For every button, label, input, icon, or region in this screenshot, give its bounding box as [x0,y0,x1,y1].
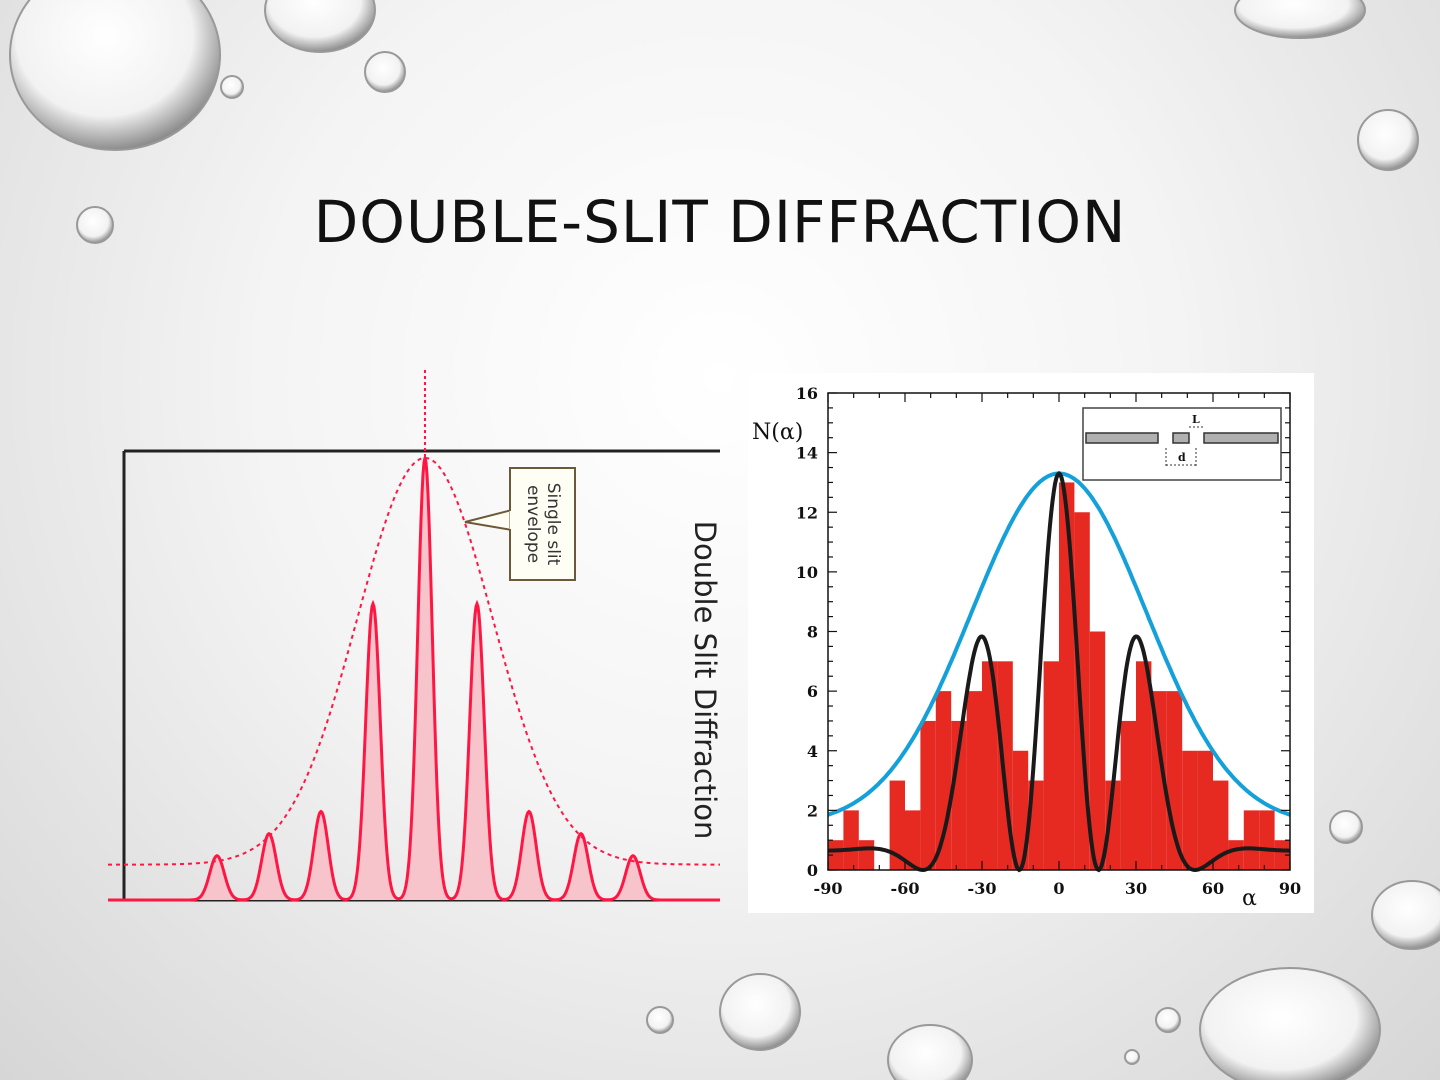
histogram-bar [1243,810,1260,870]
intensity-peak [319,810,323,814]
histogram-bar [1213,780,1229,870]
histogram-bar [1105,780,1121,870]
histogram-bars [828,482,1290,870]
intensity-peak [423,456,427,460]
callout-line-2: envelope [523,485,543,563]
histogram-bar [1012,750,1029,870]
histogram-bar [858,840,875,870]
intensity-peak [631,854,635,858]
histogram-bar [1259,810,1275,870]
histogram-bar [1166,691,1183,870]
histogram-bar [1151,691,1167,870]
y-tick-label: 8 [807,623,818,642]
x-tick-label: -30 [968,879,997,898]
y-tick-label: 2 [807,801,818,820]
alpha-histogram-chart: -90 -60 -30 0 30 60 90 0 2 4 6 8 10 12 14 16 N(α) α L … [748,373,1314,913]
y-tick-label: 16 [796,384,818,403]
histogram-bar [1043,661,1059,870]
y-tick-label: 14 [796,444,818,463]
histogram-bar [920,720,936,870]
y-axis-label: N(α) [752,420,803,445]
histogram-bar [1197,750,1213,870]
histogram-bar [889,780,905,870]
double-slit-theory-curve [828,470,1290,873]
intensity-peak [371,602,375,606]
histogram-bar [1059,482,1075,870]
histogram-bar [982,661,998,870]
histogram-bar [1228,840,1244,870]
x-tick-label: -90 [814,879,843,898]
inset-label-l: L [1192,413,1200,426]
x-tick-label: 30 [1125,879,1147,898]
intensity-peak [267,832,271,836]
x-axis-label: α [1242,886,1257,911]
x-tick-label: 0 [1053,879,1064,898]
intensity-peak [527,810,531,814]
callout-line-1: Single slit [543,483,563,566]
y-tick-label: 12 [796,503,818,522]
histogram-bar [1182,750,1198,870]
histogram-bar [905,810,921,870]
y-tick-label: 0 [807,861,818,880]
histogram-bar [828,840,844,870]
histogram-bar [1274,840,1290,870]
slit-inset-diagram: L d [1082,407,1282,481]
double-slit-intensity-chart: Single slit envelope Double Slit Diffrac… [108,370,720,902]
histogram-bar [1136,661,1152,870]
intensity-peak [475,602,479,606]
y-tick-label: 6 [807,682,818,701]
axis-ticks [827,392,1291,871]
inset-label-d: d [1178,451,1186,464]
histogram-bar [935,691,952,870]
intensity-fill [108,458,720,900]
x-tick-label: -60 [891,879,920,898]
envelope-callout: Single slit envelope [464,467,576,581]
histogram-bar [843,810,859,870]
histogram-bar [966,691,982,870]
histogram-bar [951,720,967,870]
single-slit-envelope-curve [108,457,720,866]
left-chart-title: Double Slit Diffraction [688,521,720,840]
histogram-bar [1120,720,1136,870]
intensity-peaks [215,456,635,858]
histogram-bar [1089,631,1106,870]
y-tick-label: 4 [807,742,818,761]
y-tick-labels: 0 2 4 6 8 10 12 14 16 [796,384,818,880]
intensity-peak [579,832,583,836]
x-tick-label: 60 [1202,879,1224,898]
slide-title: DOUBLE-SLIT DIFFRACTION [313,188,1127,256]
x-tick-label: 90 [1279,879,1301,898]
y-tick-label: 10 [796,563,818,582]
intensity-peak [215,854,219,858]
x-tick-labels: -90 -60 -30 0 30 60 90 [814,879,1302,898]
double-slit-intensity-curve [108,457,720,902]
